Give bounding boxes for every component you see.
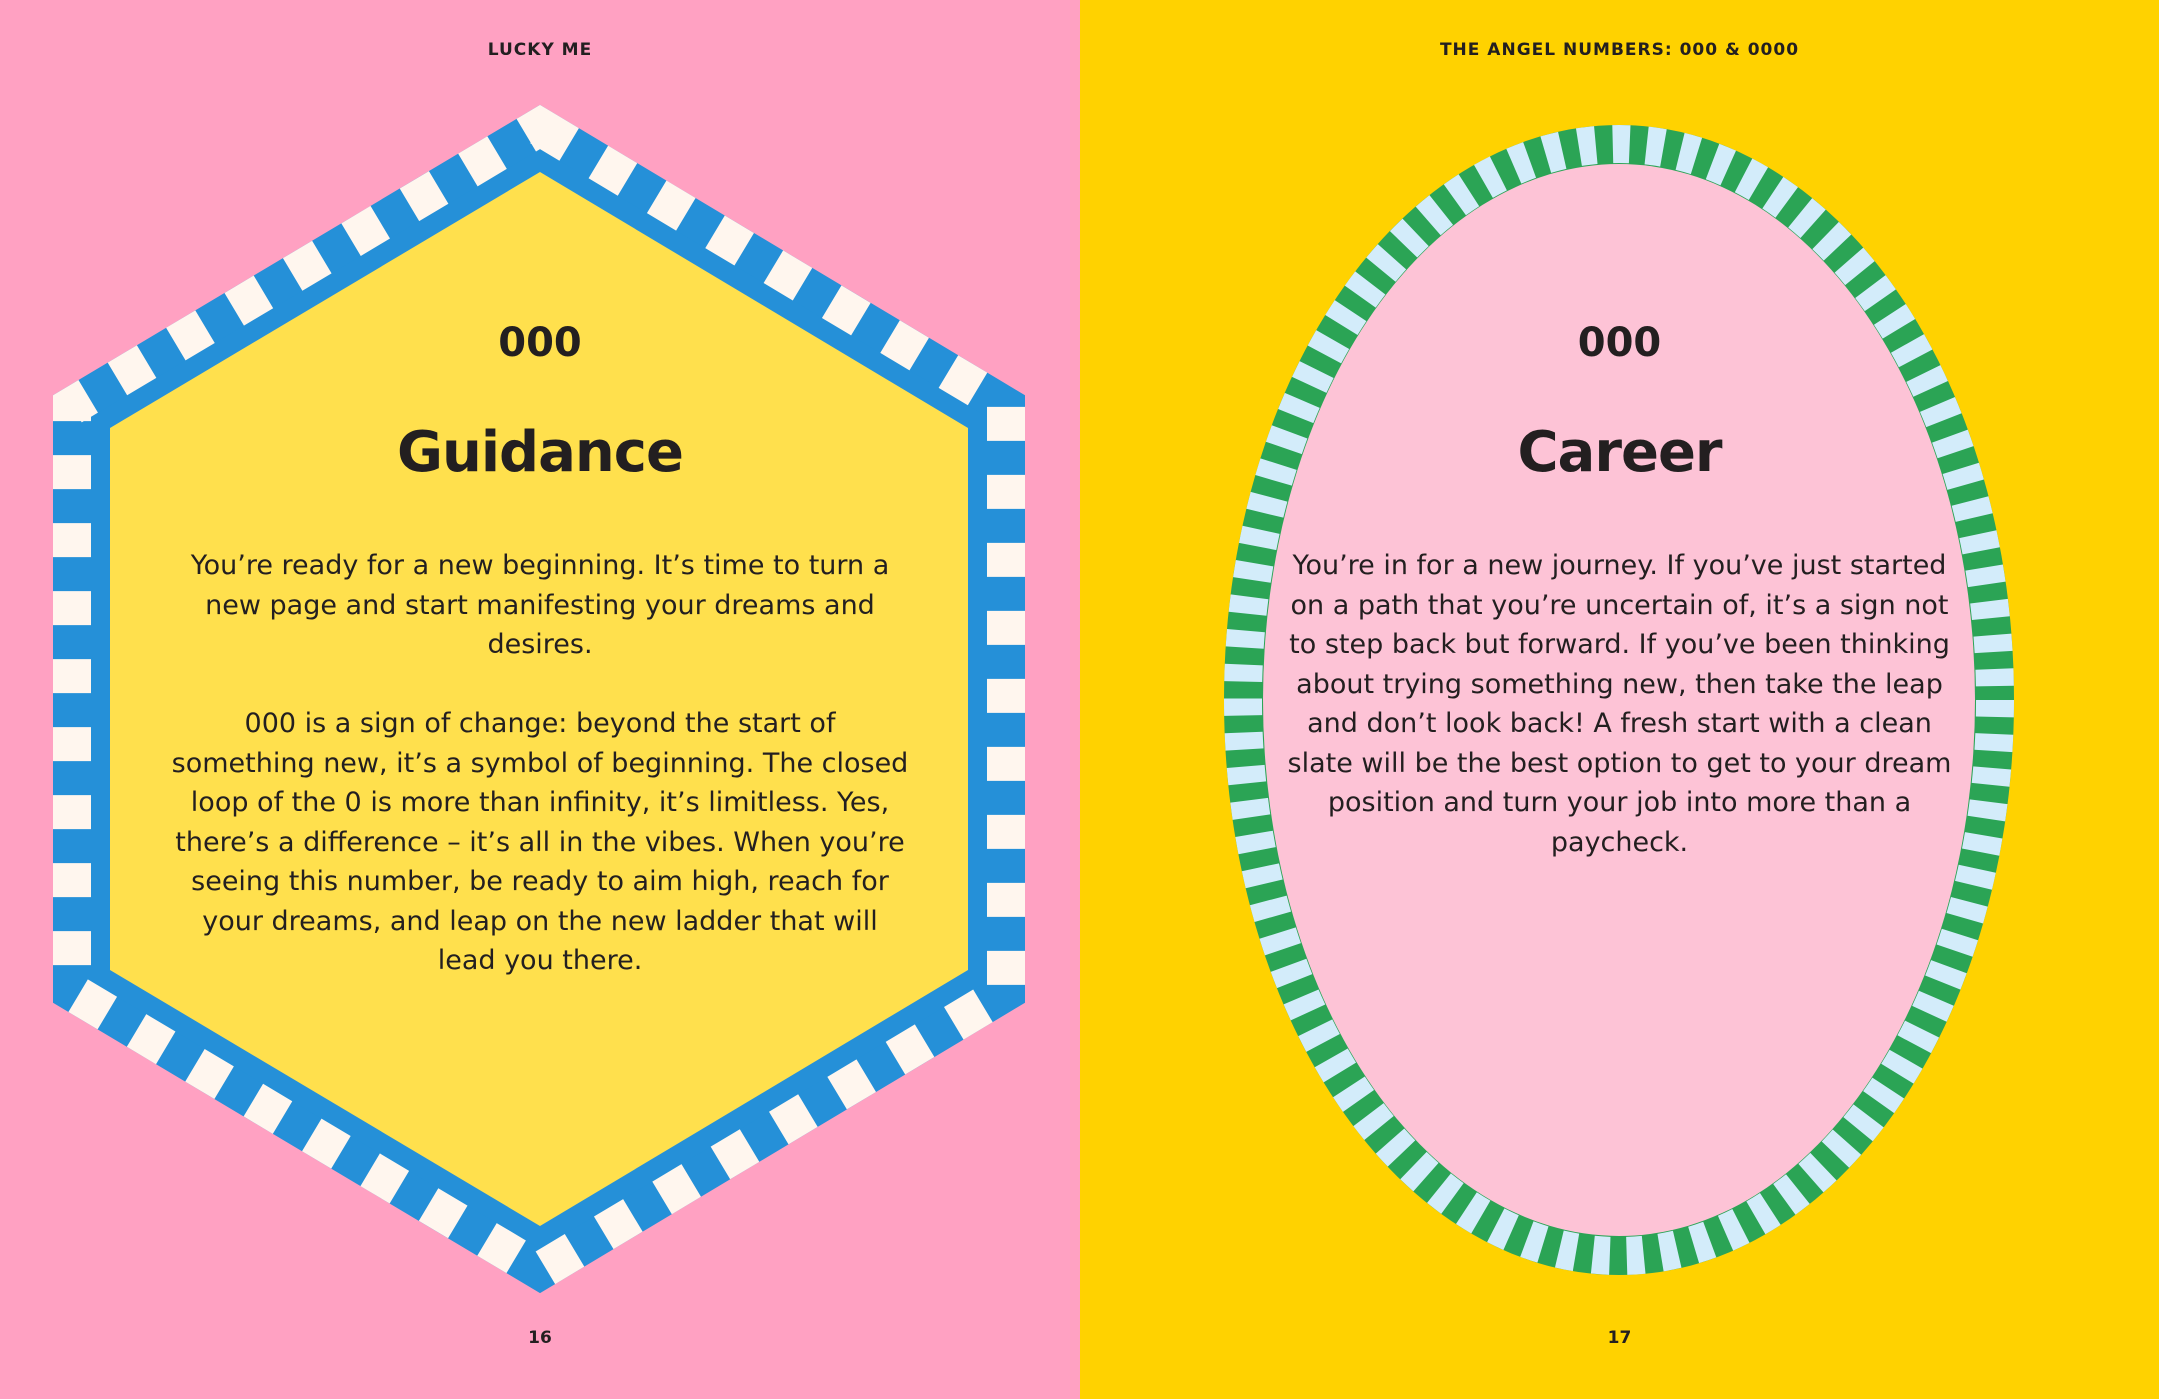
hexagon-frame bbox=[53, 104, 1025, 1294]
oval-border-stripes bbox=[1224, 125, 2014, 1275]
angel-number-left: 000 bbox=[498, 320, 582, 366]
angel-number-right: 000 bbox=[1577, 320, 1662, 366]
heading-career: Career bbox=[1517, 420, 1722, 485]
career-paragraph: You’re in for a new journey. If you’ve j… bbox=[1287, 550, 1952, 858]
career-body: You’re in for a new journey. If you’ve j… bbox=[1280, 546, 1960, 862]
page-number-right: 17 bbox=[1607, 1328, 1632, 1348]
guidance-panel: 000 Guidance You’re ready for a new begi… bbox=[0, 318, 1080, 981]
guidance-paragraph: You’re ready for a new beginning. It’s t… bbox=[190, 550, 890, 660]
left-page: LUCKY ME 000 Guidance You’re ready for a… bbox=[0, 0, 1080, 1399]
oval-frame bbox=[1224, 125, 2014, 1275]
right-page: THE ANGEL NUMBERS: 000 & 0000 000 Career… bbox=[1080, 0, 2159, 1399]
oval-fill bbox=[1263, 164, 1975, 1236]
running-head-right: THE ANGEL NUMBERS: 000 & 0000 bbox=[1439, 40, 1800, 60]
career-panel: 000 Career You’re in for a new journey. … bbox=[1080, 318, 2159, 862]
heading-guidance: Guidance bbox=[397, 420, 684, 485]
running-head-left: LUCKY ME bbox=[487, 40, 593, 60]
hexagon-border-stripes bbox=[53, 104, 1025, 1294]
guidance-body: You’re ready for a new beginning. It’s t… bbox=[170, 546, 910, 981]
guidance-paragraph: 000 is a sign of change: beyond the star… bbox=[171, 708, 909, 976]
hexagon-fill bbox=[110, 172, 968, 1226]
page-number-left: 16 bbox=[528, 1328, 552, 1348]
